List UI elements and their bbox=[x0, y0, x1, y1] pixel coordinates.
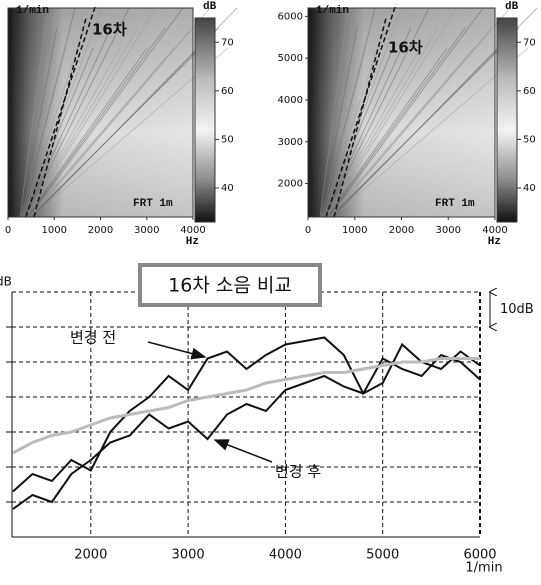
x-unit: Hz bbox=[186, 236, 199, 248]
x-axis-label: 1/min bbox=[465, 561, 502, 576]
x-tick-label: 5000 bbox=[366, 548, 399, 563]
colorbar-tick-label: 60 bbox=[523, 86, 536, 97]
order-trace bbox=[28, 47, 175, 218]
annotation-arrow bbox=[213, 439, 273, 463]
order-trace bbox=[319, 7, 349, 218]
order-line bbox=[25, 3, 97, 218]
scale-bar-label: 10dB bbox=[500, 302, 534, 317]
order-trace bbox=[329, 27, 493, 218]
order-trace bbox=[21, 7, 76, 218]
series-annotation: 변경 후 bbox=[275, 463, 321, 481]
x-tick-label: 4000 bbox=[482, 225, 507, 236]
order-trace bbox=[26, 47, 148, 218]
order-line bbox=[333, 17, 387, 218]
order-trace bbox=[25, 27, 139, 218]
x-tick-label: 2000 bbox=[88, 225, 113, 236]
order-label: 16차 bbox=[92, 21, 127, 39]
y-tick-label: 6000 bbox=[278, 11, 303, 22]
x-unit: Hz bbox=[488, 236, 501, 248]
order-label: 16차 bbox=[388, 39, 423, 57]
x-tick-label: 3000 bbox=[172, 548, 205, 563]
order-trace bbox=[26, 7, 157, 218]
order-trace bbox=[22, 47, 94, 218]
series-line bbox=[12, 353, 481, 510]
order-trace bbox=[322, 47, 394, 218]
colorbar-tick-label: 40 bbox=[221, 183, 234, 194]
colorbar-tick-label: 70 bbox=[523, 37, 536, 48]
order-trace bbox=[19, 7, 49, 218]
colorbar-label: dB bbox=[203, 1, 217, 13]
colorbar-label: dB bbox=[505, 1, 519, 13]
colorbar-tick-label: 50 bbox=[221, 134, 234, 145]
order-trace bbox=[28, 7, 184, 218]
colorbar-tick-label: 60 bbox=[221, 86, 234, 97]
colorbar bbox=[496, 17, 518, 223]
y-tick-label: 2000 bbox=[278, 179, 303, 190]
order-trace bbox=[29, 27, 193, 218]
x-tick-label: 4000 bbox=[180, 225, 205, 236]
order-trace bbox=[328, 47, 475, 218]
order-trace bbox=[326, 7, 457, 218]
y-axis-label: 1/min bbox=[316, 5, 349, 17]
title-box bbox=[138, 263, 322, 307]
series-line bbox=[12, 336, 481, 493]
x-tick-label: 2000 bbox=[389, 225, 414, 236]
order-trace bbox=[326, 47, 448, 218]
order-trace bbox=[328, 7, 484, 218]
order-line bbox=[325, 3, 397, 218]
spectrogram-shade bbox=[8, 8, 193, 217]
x-tick-label: 1000 bbox=[342, 225, 367, 236]
order-trace bbox=[327, 27, 466, 218]
series-line bbox=[12, 357, 480, 455]
x-tick-label: 4000 bbox=[269, 548, 302, 563]
x-tick-label: 3000 bbox=[436, 225, 461, 236]
x-tick-label: 2000 bbox=[74, 548, 107, 563]
order-trace bbox=[321, 7, 376, 218]
y-axis-label: 1/min bbox=[16, 5, 49, 17]
colorbar-tick-label: 50 bbox=[523, 134, 536, 145]
order-trace bbox=[27, 27, 166, 218]
order-trace bbox=[323, 27, 412, 218]
y-tick-label: 3000 bbox=[278, 137, 303, 148]
x-tick-label: 0 bbox=[5, 225, 11, 236]
annotation-arrow bbox=[147, 341, 207, 360]
x-tick-label: 3000 bbox=[134, 225, 159, 236]
note-label: FRT 1m bbox=[133, 198, 173, 210]
order-line bbox=[33, 17, 87, 218]
order-trace bbox=[30, 7, 211, 218]
note-label: FRT 1m bbox=[435, 198, 475, 210]
series-annotation: 변경 전 bbox=[70, 329, 116, 347]
order-trace bbox=[20, 27, 58, 218]
order-trace bbox=[330, 7, 511, 218]
y-tick-label: 4000 bbox=[278, 95, 303, 106]
colorbar-tick-label: 70 bbox=[221, 37, 234, 48]
order-trace bbox=[322, 27, 385, 218]
colorbar bbox=[194, 17, 216, 223]
chart-title: 16차 소음 비교 bbox=[168, 275, 292, 297]
colorbar-tick-label: 40 bbox=[523, 183, 536, 194]
x-tick-label: 0 bbox=[305, 225, 311, 236]
order-trace bbox=[320, 27, 358, 218]
x-tick-label: 1000 bbox=[42, 225, 67, 236]
x-tick-label: 6000 bbox=[463, 548, 496, 563]
order-trace bbox=[325, 27, 439, 218]
y-tick-label: 5000 bbox=[278, 53, 303, 64]
order-trace bbox=[23, 27, 112, 218]
y-axis-label: dB bbox=[0, 275, 12, 289]
order-trace bbox=[22, 27, 85, 218]
